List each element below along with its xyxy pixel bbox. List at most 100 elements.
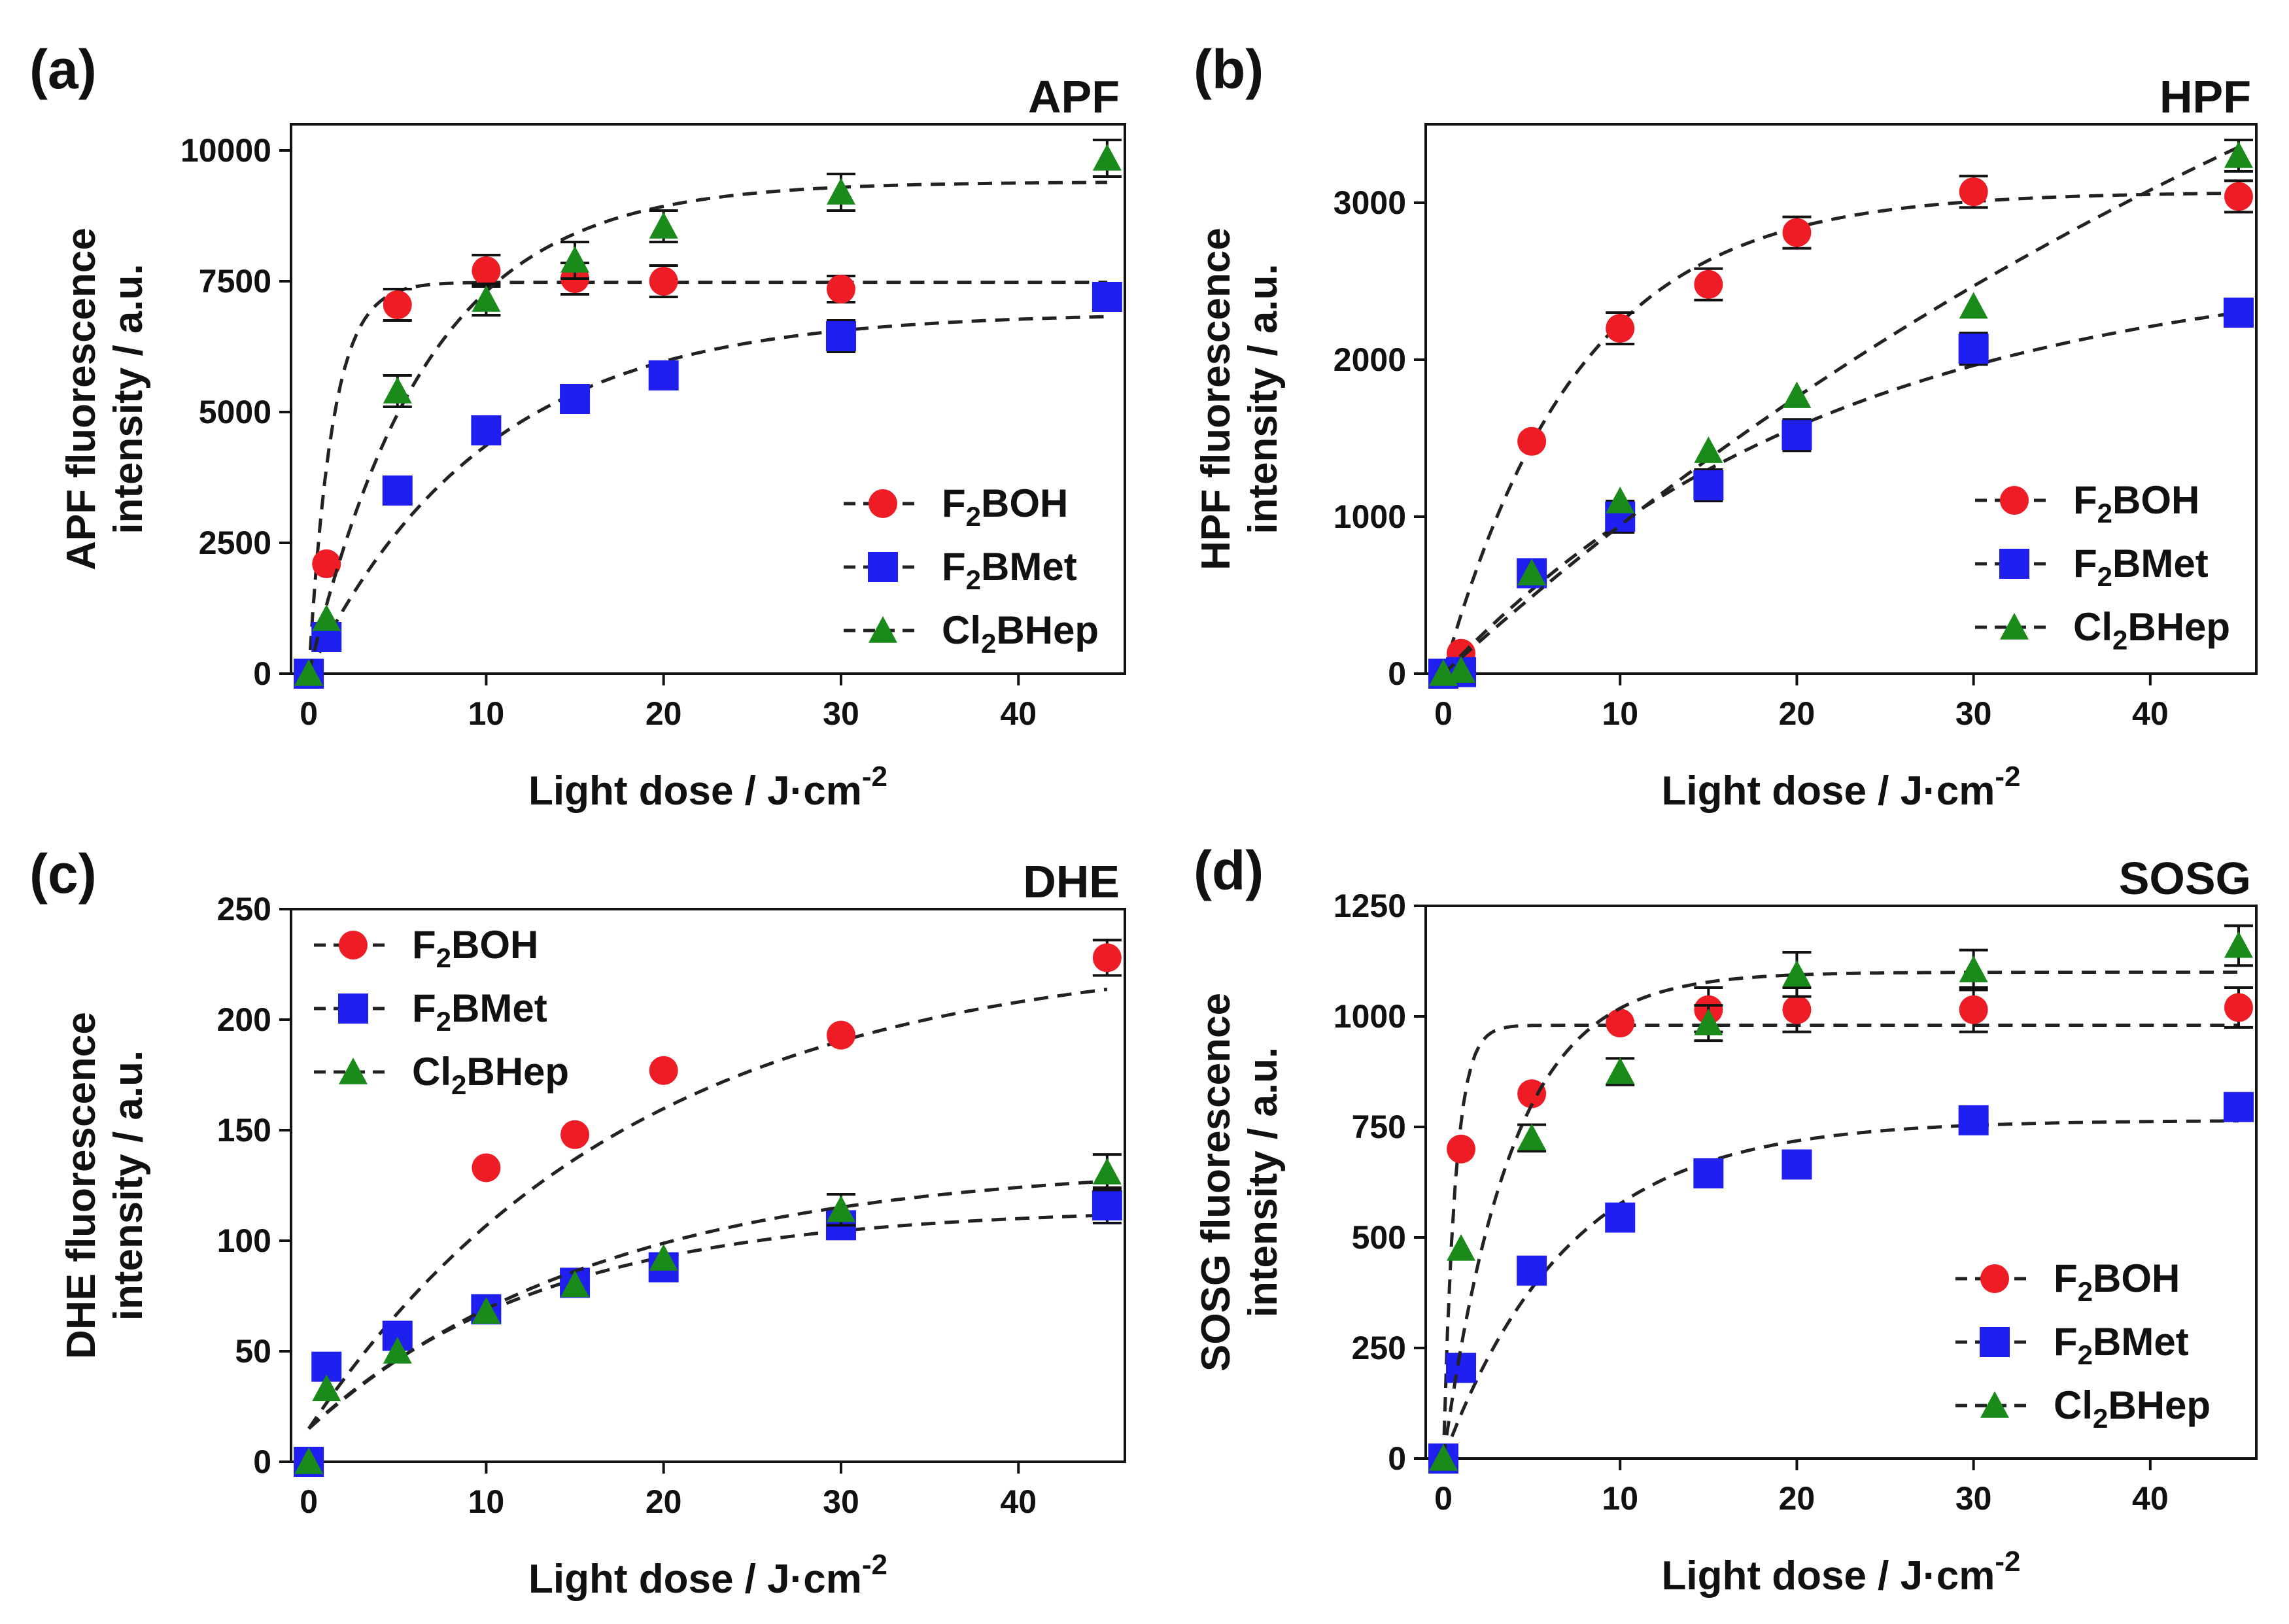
x-axis-title-sup: -2 <box>1995 1546 2020 1578</box>
legend-label: F2BOH <box>942 481 1068 532</box>
legend-label: Cl2BHep <box>942 608 1099 659</box>
x-axis-title-sup: -2 <box>1995 761 2020 793</box>
legend-label-main: F <box>2054 1256 2078 1300</box>
panel-title: SOSG <box>2119 853 2251 904</box>
y-tick-label: 0 <box>253 655 271 692</box>
legend-label: F2BMet <box>942 545 1077 595</box>
y-axis-title-line2: intensity / a.u. <box>106 264 151 534</box>
data-point-Cl2BHep <box>1694 436 1723 463</box>
y-tick-label: 7500 <box>199 263 271 300</box>
fit-curve-F2BOH <box>1441 191 2239 674</box>
chart-panel-d: (d) SOSG 0 10 20 30 40 0 250 500 750 1000 1250 Light … <box>1194 840 2258 1598</box>
data-point-F2BMet <box>1958 334 1989 364</box>
data-point-F2BMet <box>1605 1202 1636 1233</box>
fit-curve-F2BOH <box>307 988 1108 1430</box>
legend-label-main: F <box>942 545 966 589</box>
legend-marker-Cl2BHep <box>869 616 897 643</box>
data-point-F2BOH <box>826 275 855 303</box>
x-tick-label: 10 <box>468 1483 505 1520</box>
y-tick-label: 0 <box>1388 655 1406 692</box>
legend-label-sub: 2 <box>436 1006 451 1037</box>
legend-label: F2BOH <box>412 923 538 973</box>
legend-label-rest: BOH <box>981 481 1068 525</box>
data-point-Cl2BHep <box>383 1337 412 1364</box>
legend-label-sub: 2 <box>2112 625 2127 655</box>
data-point-F2BOH <box>649 1056 678 1085</box>
y-tick-label: 0 <box>1388 1440 1406 1477</box>
data-point-F2BMet <box>1781 1149 1812 1180</box>
x-tick-label: 30 <box>1955 1480 1992 1517</box>
y-tick-label: 1000 <box>1334 998 1406 1035</box>
x-tick-label: 20 <box>645 1483 682 1520</box>
data-point-F2BMet <box>1092 282 1122 312</box>
legend-label-sub: 2 <box>2097 561 2112 592</box>
data-point-F2BOH <box>472 1153 501 1183</box>
data-point-Cl2BHep <box>294 1447 324 1474</box>
data-point-F2BMet <box>382 475 413 506</box>
panel-label: (c) <box>29 843 97 905</box>
data-point-F2BOH <box>1606 1009 1635 1038</box>
x-tick-label: 40 <box>2132 1480 2169 1517</box>
legend-label-sub: 2 <box>436 942 451 973</box>
x-tick-label: 10 <box>1602 1480 1638 1517</box>
data-point-F2BMet <box>1446 1353 1477 1383</box>
legend-label-rest: BMet <box>2112 542 2209 585</box>
legend-label-rest: BHep <box>2127 605 2230 649</box>
data-point-Cl2BHep <box>1517 1123 1547 1150</box>
data-point-F2BOH <box>1517 426 1547 456</box>
legend-label-rest: BOH <box>451 923 538 967</box>
plot-frame <box>290 908 1126 1463</box>
legend-label: F2BMet <box>2054 1320 2189 1370</box>
data-point-F2BMet <box>648 360 679 390</box>
data-point-F2BOH <box>1517 1079 1547 1109</box>
legend-marker-Cl2BHep <box>2000 613 2029 640</box>
x-tick-label: 30 <box>823 695 859 732</box>
x-axis-title: Light dose / J·cm-2 <box>528 1549 887 1602</box>
legend-label-main: Cl <box>2073 605 2112 649</box>
y-tick-label: 10000 <box>181 132 271 169</box>
legend-label-main: F <box>942 481 966 525</box>
data-point-Cl2BHep <box>1694 1009 1723 1035</box>
data-point-F2BOH <box>312 549 341 578</box>
x-tick-label: 30 <box>823 1483 859 1520</box>
legend-label-sub: 2 <box>2097 498 2112 528</box>
legend-marker-F2BMet <box>868 552 898 582</box>
fit-curve-F2BMet <box>307 1213 1107 1430</box>
x-tick-label: 40 <box>1000 1483 1037 1520</box>
legend-label: Cl2BHep <box>412 1050 569 1100</box>
y-axis-title-line2: intensity / a.u. <box>106 1050 151 1321</box>
legend-label: F2BMet <box>2073 542 2209 592</box>
plot-frame <box>1424 123 2258 675</box>
legend-label: Cl2BHep <box>2054 1383 2211 1434</box>
data-point-Cl2BHep <box>560 246 590 273</box>
data-point-F2BOH <box>1606 314 1635 343</box>
legend-label-rest: BHep <box>996 608 1099 652</box>
x-axis-title: Light dose / J·cm-2 <box>1662 1546 2021 1598</box>
data-point-Cl2BHep <box>649 212 678 239</box>
x-tick-label: 30 <box>1955 695 1992 732</box>
data-point-F2BOH <box>383 290 412 319</box>
y-tick-label: 100 <box>217 1222 271 1259</box>
y-tick-label: 3000 <box>1334 184 1406 221</box>
x-axis-title: Light dose / J·cm-2 <box>528 761 887 814</box>
data-point-F2BOH <box>1782 218 1812 247</box>
y-tick-label: 5000 <box>199 394 271 430</box>
data-point-F2BOH <box>1447 1134 1476 1164</box>
x-tick-label: 0 <box>300 695 318 732</box>
x-axis-title-main: Light dose / J·cm <box>1662 1553 1995 1598</box>
data-point-F2BMet <box>1693 1158 1724 1188</box>
legend-label-rest: BMet <box>981 545 1077 589</box>
x-axis-title-sup: -2 <box>862 761 887 793</box>
series-Cl2BHep <box>1429 139 2253 686</box>
legend-label-rest: BMet <box>451 986 547 1030</box>
data-point-F2BOH <box>649 267 678 296</box>
data-point-F2BOH <box>2224 182 2253 211</box>
y-axis-title-line1: HPF fluorescence <box>1194 228 1239 570</box>
data-point-Cl2BHep <box>649 1244 678 1271</box>
series-Cl2BHep <box>294 1153 1122 1474</box>
legend-label-sub: 2 <box>2093 1403 2108 1434</box>
data-point-Cl2BHep <box>472 1297 501 1324</box>
legend-label-rest: BHep <box>2108 1383 2211 1427</box>
